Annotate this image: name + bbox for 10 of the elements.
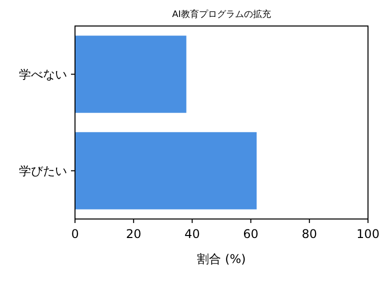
x-tick-label: 100 bbox=[356, 227, 380, 241]
y-tick-label: 学びたい bbox=[19, 164, 67, 178]
x-tick-label: 40 bbox=[184, 227, 200, 241]
x-tick-label: 20 bbox=[126, 227, 142, 241]
chart-title: AI教育プログラムの拡充 bbox=[172, 9, 271, 20]
y-tick-label: 学べない bbox=[19, 67, 67, 82]
x-tick-label: 60 bbox=[243, 227, 258, 241]
x-tick-label: 80 bbox=[302, 227, 318, 241]
x-tick-label: 0 bbox=[71, 227, 79, 241]
x-axis-title: 割合 (%) bbox=[197, 252, 246, 266]
